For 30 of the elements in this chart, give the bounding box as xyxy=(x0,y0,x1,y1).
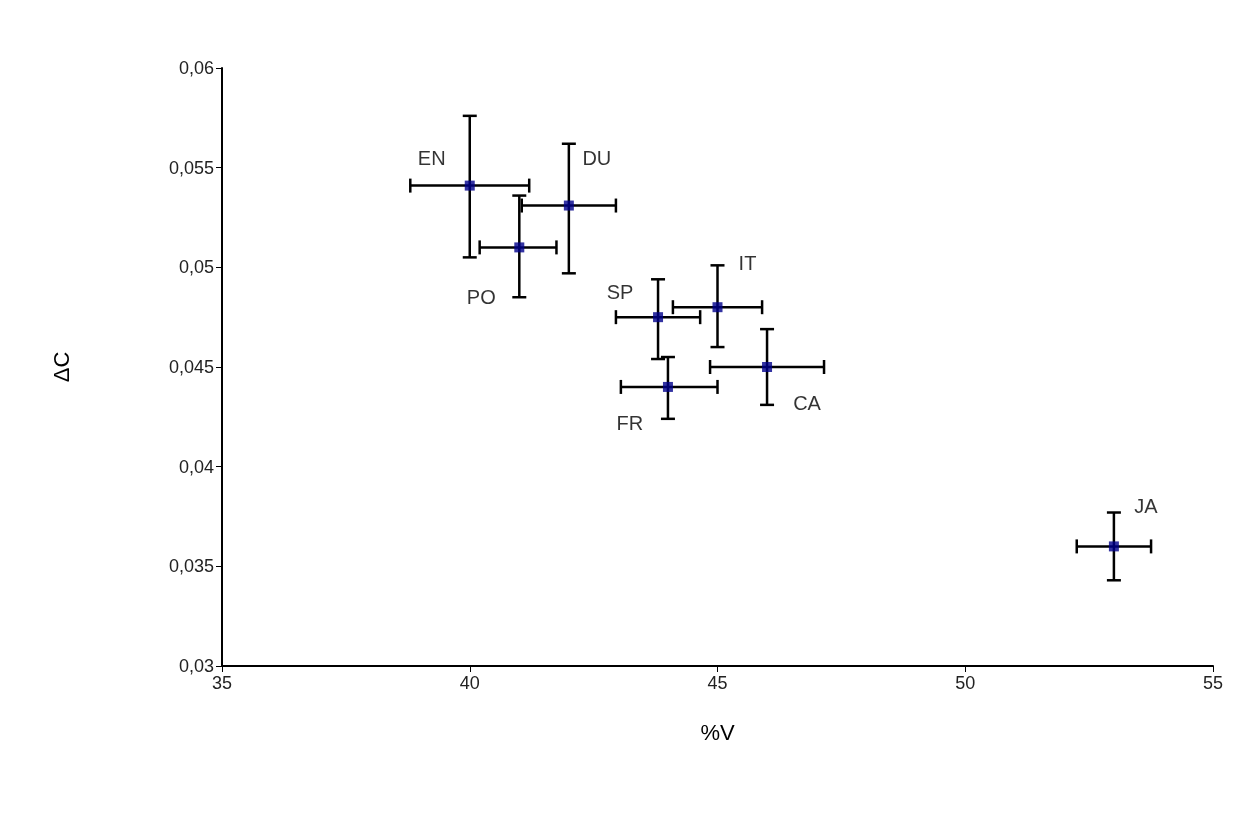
y-tick-label: 0,04 xyxy=(178,456,214,477)
y-tick-label: 0,035 xyxy=(168,556,214,577)
x-tick-label: 35 xyxy=(211,673,233,693)
x-tick-label: 40 xyxy=(459,673,480,693)
y-tick-label: 0,06 xyxy=(178,58,214,78)
annotation: DU xyxy=(582,146,612,169)
y-axis-title: ΔC xyxy=(48,351,74,383)
point xyxy=(514,242,525,253)
y-tick-label: 0,055 xyxy=(168,157,214,178)
annotation: JA xyxy=(1134,495,1159,518)
annotation: SP xyxy=(606,281,634,304)
annotation: IT xyxy=(738,252,757,275)
annotation: PO xyxy=(466,286,496,309)
point xyxy=(662,381,673,392)
y-tick-label: 0,05 xyxy=(178,257,214,278)
x-axis-title: %V xyxy=(700,719,735,745)
annotation: FR xyxy=(616,411,644,434)
point xyxy=(712,302,723,313)
point xyxy=(762,362,773,372)
point xyxy=(653,312,664,323)
x-tick-label: 55 xyxy=(1202,673,1224,693)
point xyxy=(563,200,574,211)
x-tick-label: 50 xyxy=(955,673,976,693)
y-tick-label: 0,03 xyxy=(178,656,214,676)
annotation: EN xyxy=(417,146,446,169)
y-tick-label: 0,045 xyxy=(168,357,214,377)
x-tick-label: 45 xyxy=(707,673,728,693)
point xyxy=(464,180,475,191)
annotation: CA xyxy=(793,392,822,414)
point xyxy=(1108,541,1119,552)
